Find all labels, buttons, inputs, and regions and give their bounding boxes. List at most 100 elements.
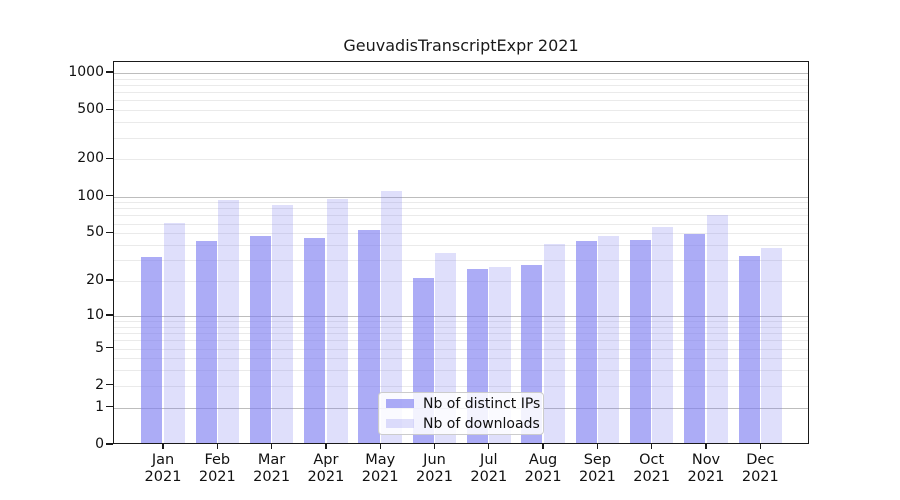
y-tick-5 <box>106 346 113 349</box>
bar-downloads-mar <box>272 205 294 443</box>
minor-gridline-900 <box>114 78 808 80</box>
bar-downloads-apr <box>326 198 348 443</box>
x-tick-oct <box>651 444 653 449</box>
minor-gridline-40 <box>114 245 808 246</box>
x-tick-dec <box>759 444 761 449</box>
x-tick-label-oct: Oct 2021 <box>633 452 671 485</box>
x-tick-jan <box>162 444 164 449</box>
x-tick-label-feb: Feb 2021 <box>198 452 236 485</box>
y-tick-label-0: 0 <box>95 436 104 452</box>
bar-downloads-may <box>380 191 402 443</box>
legend-swatch-distinct-ips <box>386 399 414 408</box>
minor-gridline-400 <box>114 122 808 124</box>
x-tick-sep <box>596 444 599 449</box>
legend-label-downloads: Nb of downloads <box>423 415 540 432</box>
bar-ips-nov <box>684 234 706 443</box>
y-tick-label-500: 500 <box>77 101 104 118</box>
minor-gridline-80 <box>114 208 808 210</box>
major-gridline-1000 <box>114 72 808 74</box>
y-tick-10 <box>106 314 113 316</box>
major-gridline-10 <box>114 315 808 317</box>
legend: Nb of distinct IPs Nb of downloads <box>378 392 544 435</box>
bar-ips-oct <box>629 240 652 443</box>
y-tick-50 <box>106 231 113 233</box>
bar-downloads-oct <box>652 227 674 443</box>
bar-ips-jan <box>141 257 163 443</box>
minor-gridline-60 <box>114 223 808 225</box>
y-tick-0 <box>106 443 113 445</box>
y-tick-label-50: 50 <box>86 224 104 241</box>
x-tick-apr <box>325 444 327 449</box>
x-tick-label-sep: Sep 2021 <box>578 452 616 485</box>
bar-downloads-feb <box>217 199 240 443</box>
minor-gridline-200 <box>114 159 808 161</box>
minor-gridline-9 <box>114 321 808 322</box>
minor-gridline-700 <box>114 92 808 94</box>
x-tick-may <box>379 444 381 449</box>
bar-ips-may <box>358 230 380 443</box>
minor-gridline-5 <box>114 348 808 350</box>
x-tick-label-mar: Mar 2021 <box>253 452 291 485</box>
bar-downloads-nov <box>706 215 728 443</box>
minor-gridline-90 <box>114 202 808 204</box>
y-tick-label-5: 5 <box>95 339 104 356</box>
x-tick-aug <box>542 444 544 449</box>
y-tick-label-200: 200 <box>77 150 104 167</box>
y-tick-200 <box>106 157 113 160</box>
bar-downloads-jan <box>163 222 185 443</box>
y-tick-label-1: 1 <box>95 398 104 415</box>
legend-swatch-downloads <box>386 419 414 428</box>
minor-gridline-30 <box>114 260 808 262</box>
minor-gridline-3 <box>114 370 808 372</box>
y-tick-label-20: 20 <box>86 272 104 288</box>
minor-gridline-600 <box>114 100 808 102</box>
x-tick-label-jun: Jun 2021 <box>416 452 453 485</box>
major-gridline-100 <box>114 196 808 198</box>
x-tick-nov <box>705 444 707 449</box>
y-tick-2 <box>106 384 113 386</box>
y-tick-1000 <box>106 71 113 73</box>
legend-item-distinct-ips: Nb of distinct IPs <box>386 395 543 412</box>
x-tick-label-dec: Dec 2021 <box>741 452 779 485</box>
minor-gridline-4 <box>114 358 808 360</box>
y-tick-500 <box>106 108 113 110</box>
bar-downloads-sep <box>598 235 620 443</box>
minor-gridline-8 <box>114 326 808 328</box>
x-tick-label-aug: Aug 2021 <box>524 452 562 485</box>
bar-ips-sep <box>575 241 597 443</box>
y-tick-100 <box>106 194 113 197</box>
x-tick-jul <box>488 444 490 449</box>
bar-ips-feb <box>195 241 217 443</box>
minor-gridline-800 <box>114 84 808 86</box>
minor-gridline-70 <box>114 215 808 217</box>
y-tick-label-2: 2 <box>95 376 104 393</box>
bar-ips-apr <box>304 237 326 443</box>
minor-gridline-50 <box>114 233 808 235</box>
bar-downloads-dec <box>760 248 783 443</box>
minor-gridline-500 <box>114 110 808 112</box>
legend-label-distinct-ips: Nb of distinct IPs <box>423 395 541 412</box>
x-tick-mar <box>270 444 273 449</box>
x-tick-label-jul: Jul 2021 <box>470 452 508 485</box>
legend-item-downloads: Nb of downloads <box>386 415 543 432</box>
y-tick-1 <box>106 406 113 408</box>
bar-ips-mar <box>249 235 271 443</box>
minor-gridline-6 <box>114 340 808 342</box>
x-tick-label-jan: Jan 2021 <box>144 452 182 485</box>
bar-ips-dec <box>738 255 760 443</box>
minor-gridline-7 <box>114 333 808 334</box>
x-tick-label-may: May 2021 <box>361 452 399 485</box>
x-tick-label-apr: Apr 2021 <box>307 452 345 485</box>
chart-title: GeuvadisTranscriptExpr 2021 <box>343 36 579 55</box>
y-tick-label-1000: 1000 <box>68 63 104 80</box>
x-tick-label-nov: Nov 2021 <box>687 452 725 485</box>
bar-downloads-aug <box>543 244 565 443</box>
y-tick-label-100: 100 <box>77 187 104 204</box>
x-tick-jun <box>433 444 436 449</box>
minor-gridline-300 <box>114 137 808 139</box>
minor-gridline-20 <box>114 281 808 282</box>
y-tick-20 <box>106 279 113 281</box>
y-tick-label-10: 10 <box>86 306 104 323</box>
x-tick-feb <box>216 444 218 449</box>
